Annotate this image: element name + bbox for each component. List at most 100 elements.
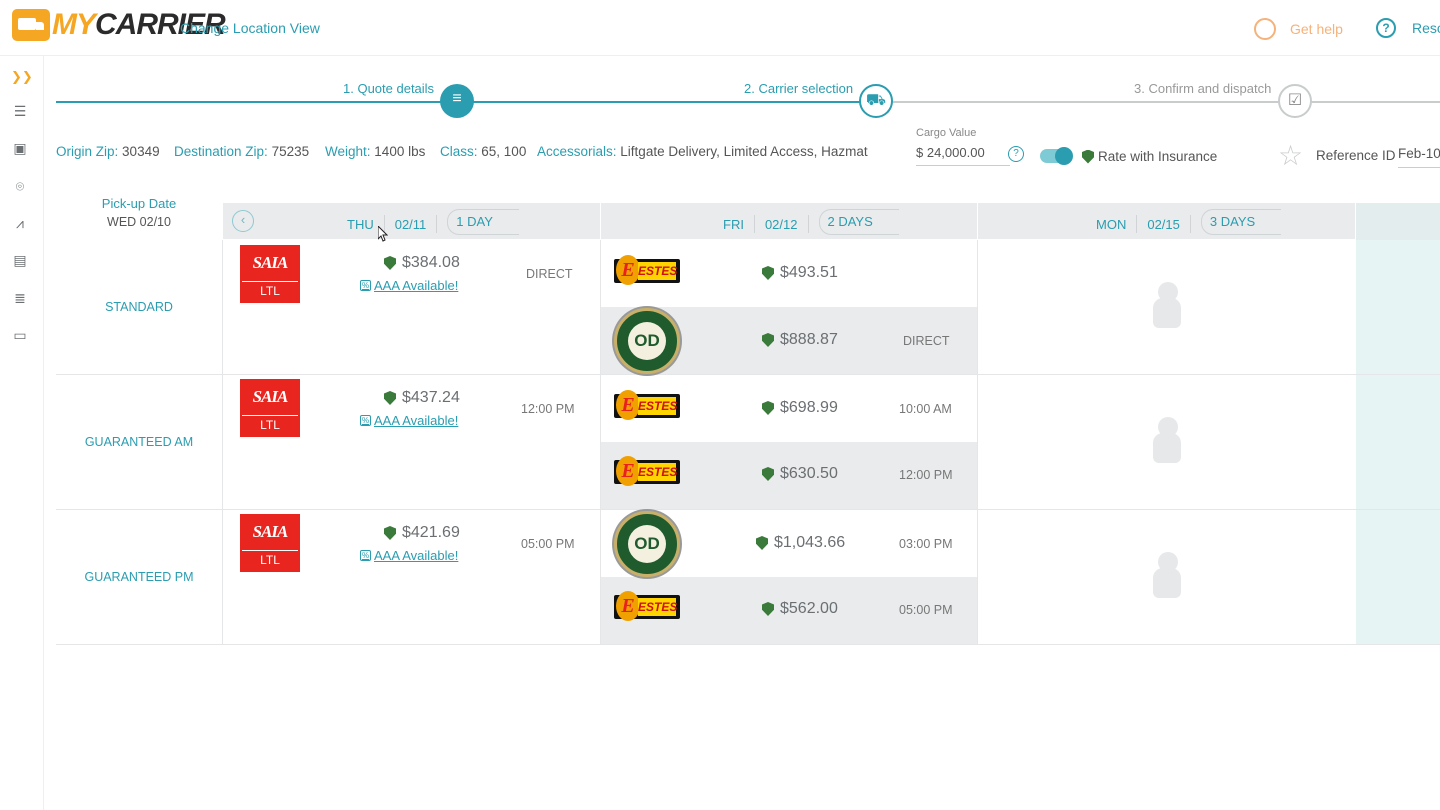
- mycarrier-logo[interactable]: MYCARRIER: [12, 8, 226, 42]
- rate-price[interactable]: $698.99: [762, 399, 838, 417]
- rate-with-insurance-label: Rate with Insurance: [1098, 149, 1218, 164]
- column-divider: [222, 240, 223, 644]
- transit-days-badge: 2 DAYS: [818, 209, 899, 235]
- estes-logo[interactable]: E ESTES: [614, 591, 680, 621]
- service-level-label: GUARANTEED AM: [84, 435, 194, 449]
- truck-icon: [12, 9, 50, 41]
- get-help-button[interactable]: Get help: [1254, 18, 1343, 40]
- list-icon[interactable]: ≣: [14, 290, 26, 306]
- rate-price[interactable]: $384.08: [384, 254, 460, 272]
- shield-icon: [384, 256, 396, 270]
- rate-price[interactable]: $888.87: [762, 331, 838, 349]
- favorite-star-icon[interactable]: ☆: [1278, 140, 1304, 171]
- estes-logo[interactable]: E ESTES: [614, 255, 680, 285]
- no-carrier-placeholder-icon: [1150, 552, 1184, 604]
- rate-price-value: $562.00: [780, 600, 838, 617]
- pickup-date: Pick-up Date WED 02/10: [56, 196, 222, 229]
- placeholder-body: [1153, 568, 1181, 598]
- delivery-time: DIRECT: [903, 334, 950, 348]
- rate-price[interactable]: $630.50: [762, 465, 838, 483]
- cargo-value-field[interactable]: Cargo Value $ 24,000.00: [916, 127, 1010, 166]
- document-icon[interactable]: ▭: [13, 327, 27, 343]
- estes-logo[interactable]: E ESTES: [614, 456, 680, 486]
- expand-sidebar-icon[interactable]: ❯❯: [11, 69, 33, 84]
- rate-price-value: $493.51: [780, 264, 838, 281]
- saia-logo[interactable]: SAIA LTL Freight: [240, 379, 300, 451]
- saia-logo-text: SAIA: [252, 387, 289, 406]
- accessorials: Accessorials: Liftgate Delivery, Limited…: [537, 144, 868, 159]
- rate-price-value: $384.08: [402, 254, 460, 271]
- delivery-time: 05:00 PM: [521, 537, 575, 551]
- progress-steps: 1. Quote details ≡ 2. Carrier selection …: [56, 76, 1440, 126]
- day-header-mon: MON 02/15 3 DAYS: [978, 203, 1355, 239]
- rate-price[interactable]: $437.24: [384, 389, 460, 407]
- aaa-available-label: AAA Available!: [374, 548, 459, 563]
- rate-price[interactable]: $1,043.66: [756, 534, 845, 552]
- previous-days-button[interactable]: ‹: [232, 210, 254, 232]
- resources-button[interactable]: ? Reso: [1376, 18, 1440, 38]
- weight-label: Weight:: [325, 144, 371, 159]
- logo-text: MYCARRIER: [52, 8, 226, 42]
- destination-zip: Destination Zip: 75235: [174, 144, 309, 159]
- rate-price-value: $421.69: [402, 524, 460, 541]
- change-location-link[interactable]: Change Location View: [180, 20, 320, 36]
- saia-logo[interactable]: SAIA LTL Freight: [240, 514, 300, 586]
- location-pin-icon[interactable]: ⌾: [15, 178, 25, 194]
- aaa-available-link[interactable]: % AAA Available!: [360, 278, 458, 293]
- aaa-available-link[interactable]: % AAA Available!: [360, 413, 458, 428]
- aaa-available-link[interactable]: % AAA Available!: [360, 548, 458, 563]
- logo-my: MY: [52, 8, 96, 41]
- estes-logo-mark: E: [616, 390, 640, 420]
- step-3-label: 3. Confirm and dispatch: [1134, 81, 1272, 96]
- placeholder-body: [1153, 433, 1181, 463]
- transit-days-badge: 3 DAYS: [1200, 209, 1282, 235]
- class-value: 65, 100: [481, 144, 527, 159]
- saia-logo[interactable]: SAIA LTL Freight: [240, 245, 300, 317]
- service-level-label: GUARANTEED PM: [84, 570, 194, 584]
- estes-logo-mark: E: [616, 456, 640, 486]
- pickup-date-value: WED 02/10: [107, 215, 171, 229]
- origin-zip-value: 30349: [122, 144, 160, 159]
- divider: [1189, 215, 1191, 233]
- estes-logo-text: ESTES: [638, 463, 678, 481]
- aaa-available-label: AAA Available!: [374, 413, 459, 428]
- rate-price[interactable]: $421.69: [384, 524, 460, 542]
- saia-logo-tagline: LTL Freight: [242, 550, 298, 586]
- billing-icon[interactable]: ▤: [13, 252, 27, 268]
- analytics-icon[interactable]: ⩘: [16, 215, 24, 231]
- confirm-dispatch-icon[interactable]: ☑: [1278, 84, 1312, 118]
- estes-logo-mark: E: [616, 255, 640, 285]
- insurance-toggle[interactable]: [1040, 147, 1073, 165]
- origin-zip-label: Origin Zip:: [56, 144, 119, 159]
- transit-days-badge: 1 DAY: [447, 209, 519, 235]
- saia-logo-tagline: LTL Freight: [242, 415, 298, 451]
- origin-zip: Origin Zip: 30349: [56, 144, 160, 159]
- saia-logo-text: SAIA: [252, 522, 289, 541]
- quote-details-icon[interactable]: ≡: [440, 84, 474, 118]
- divider: [383, 215, 385, 233]
- rate-price[interactable]: $562.00: [762, 600, 838, 618]
- carrier-selection-icon[interactable]: ⛟: [859, 84, 893, 118]
- old-dominion-logo[interactable]: OD: [614, 308, 680, 374]
- old-dominion-logo[interactable]: OD: [614, 511, 680, 577]
- reference-id-input[interactable]: Feb-10-: [1398, 146, 1440, 168]
- save-icon[interactable]: ▣: [13, 140, 27, 156]
- pickup-date-label: Pick-up Date: [101, 196, 177, 211]
- rate-with-insurance: Rate with Insurance: [1082, 149, 1217, 164]
- toggle-knob: [1055, 147, 1073, 165]
- step-line-pending: [876, 101, 1440, 103]
- logo-carrier: CARRIER: [95, 8, 226, 41]
- accessorials-value: Liftgate Delivery, Limited Access, Hazma…: [620, 144, 868, 159]
- question-icon: ?: [1376, 18, 1396, 38]
- aaa-icon: %: [360, 550, 371, 561]
- cargo-value-input[interactable]: $ 24,000.00: [916, 139, 1010, 166]
- placeholder-head: [1158, 552, 1178, 572]
- shield-icon: [762, 333, 774, 347]
- estes-logo[interactable]: E ESTES: [614, 390, 680, 420]
- rate-price-value: $1,043.66: [774, 534, 846, 551]
- cargo-help-icon[interactable]: ?: [1008, 146, 1024, 162]
- column-divider: [977, 240, 978, 644]
- rate-price[interactable]: $493.51: [762, 264, 838, 282]
- sliders-icon[interactable]: ☰: [13, 103, 27, 119]
- no-carrier-placeholder-icon: [1150, 282, 1184, 334]
